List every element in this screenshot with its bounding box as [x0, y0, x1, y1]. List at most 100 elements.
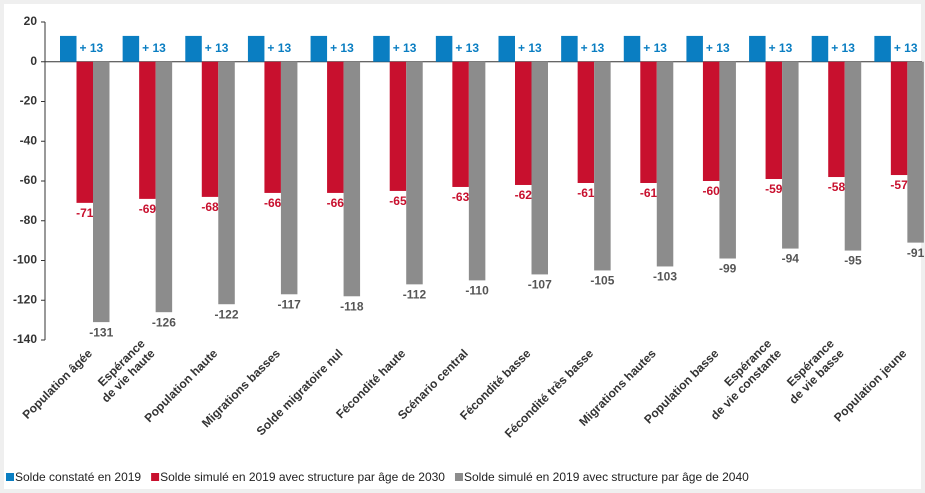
value-label: -57 — [890, 178, 908, 192]
y-tick-label: 0 — [30, 54, 37, 68]
bar — [406, 61, 423, 285]
y-tick-label: -40 — [20, 133, 38, 147]
y-tick-label: -140 — [13, 332, 37, 346]
bar — [844, 61, 862, 251]
y-tick-label: -100 — [13, 253, 37, 267]
bar — [890, 61, 908, 176]
legend-label: Solde simulé en 2019 avec structure par … — [464, 470, 749, 484]
value-label: -107 — [528, 278, 552, 292]
y-tick-label: -80 — [20, 213, 38, 227]
value-label: -58 — [828, 180, 846, 194]
value-label: -117 — [277, 297, 301, 311]
bar — [749, 35, 766, 62]
value-label: + 13 — [455, 41, 479, 55]
value-label: + 13 — [769, 41, 793, 55]
value-label: -68 — [201, 200, 219, 214]
value-label: -99 — [719, 262, 737, 276]
bar — [594, 61, 611, 271]
bar — [60, 35, 77, 62]
value-label: + 13 — [706, 41, 730, 55]
value-label: -105 — [590, 274, 614, 288]
bar — [515, 61, 532, 185]
value-label: -118 — [340, 299, 364, 313]
bar — [93, 61, 110, 323]
bar — [76, 61, 93, 203]
bar — [623, 35, 641, 62]
value-label: -126 — [152, 315, 176, 329]
bar — [373, 35, 390, 62]
bar — [452, 61, 469, 187]
value-label: -94 — [782, 252, 800, 266]
bar — [247, 35, 265, 62]
bar — [468, 61, 486, 281]
bar — [280, 61, 298, 295]
bar — [719, 61, 736, 259]
value-label: -65 — [389, 194, 407, 208]
bar — [686, 35, 703, 62]
y-tick-label: -60 — [20, 173, 38, 187]
bar — [907, 61, 924, 243]
value-label: + 13 — [393, 41, 417, 55]
value-label: + 13 — [142, 41, 166, 55]
bar — [577, 61, 595, 183]
bar — [155, 61, 173, 313]
bar — [702, 61, 720, 181]
value-label: -69 — [139, 202, 157, 216]
legend-label: Solde simulé en 2019 avec structure par … — [160, 470, 445, 484]
value-label: -61 — [577, 186, 595, 200]
bar — [656, 61, 674, 267]
value-label: + 13 — [267, 41, 291, 55]
value-label: -60 — [703, 184, 721, 198]
legend-swatch — [6, 473, 14, 481]
value-label: + 13 — [831, 41, 855, 55]
value-label: -66 — [264, 196, 282, 210]
value-label: + 13 — [330, 41, 354, 55]
value-label: -62 — [515, 188, 533, 202]
bar — [828, 61, 845, 178]
bar — [561, 35, 578, 62]
bar — [874, 35, 891, 62]
value-label: -131 — [89, 325, 113, 339]
value-label: + 13 — [205, 41, 229, 55]
value-label: -91 — [907, 246, 925, 260]
bar — [782, 61, 799, 249]
bar — [531, 61, 548, 275]
value-label: -66 — [327, 196, 345, 210]
bar — [201, 61, 219, 197]
bar — [435, 35, 453, 62]
value-label: + 13 — [894, 41, 918, 55]
bar — [811, 35, 829, 62]
value-label: -63 — [452, 190, 470, 204]
bar — [122, 35, 140, 62]
bar — [264, 61, 281, 193]
value-label: -59 — [765, 182, 783, 196]
bar — [343, 61, 361, 297]
y-tick-label: 20 — [24, 14, 38, 28]
y-tick-label: -120 — [13, 292, 37, 306]
bar — [185, 35, 202, 62]
value-label: + 13 — [581, 41, 605, 55]
y-tick-label: -20 — [20, 94, 38, 108]
bar — [218, 61, 235, 305]
legend-swatch — [454, 473, 463, 481]
value-label: + 13 — [518, 41, 542, 55]
legend-swatch — [151, 473, 160, 481]
bar — [389, 61, 407, 191]
value-label: -61 — [640, 186, 658, 200]
bar — [310, 35, 328, 62]
value-label: -122 — [215, 307, 239, 321]
value-label: -112 — [403, 288, 427, 302]
bar — [498, 35, 515, 62]
bar — [640, 61, 657, 183]
value-label: + 13 — [80, 41, 104, 55]
value-label: -103 — [653, 270, 677, 284]
bar — [139, 61, 156, 199]
value-label: -110 — [465, 284, 489, 298]
value-label: -95 — [844, 254, 862, 268]
value-label: + 13 — [643, 41, 667, 55]
value-label: -71 — [76, 206, 94, 220]
bar — [327, 61, 344, 193]
legend-label: Solde constaté en 2019 — [15, 470, 141, 484]
bar — [765, 61, 783, 180]
